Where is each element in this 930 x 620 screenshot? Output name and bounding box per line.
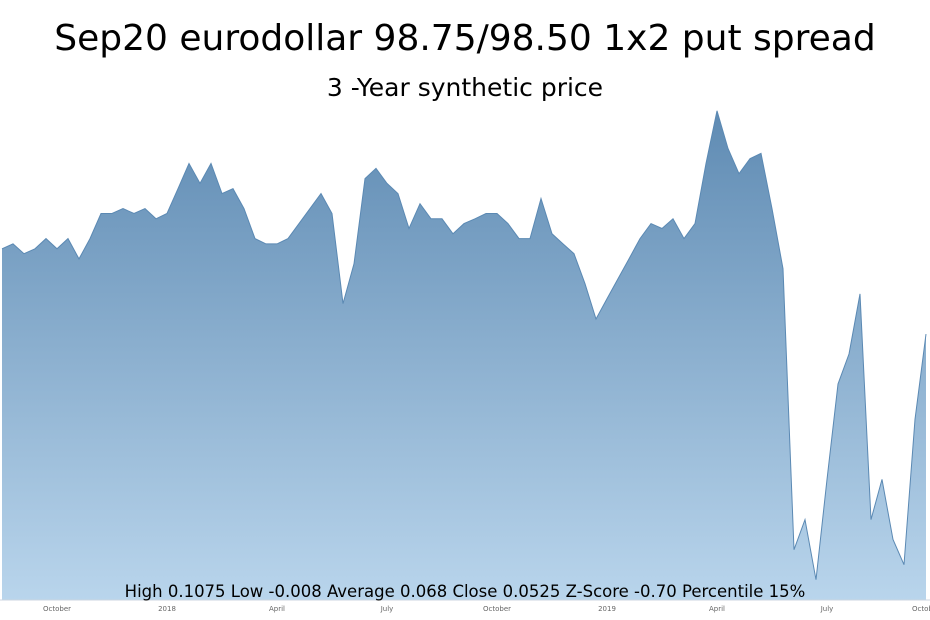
x-tick-label: October: [912, 605, 930, 613]
area-line: [1, 110, 927, 580]
x-tick-label: October: [483, 605, 511, 613]
stats-annotation: High 0.1075 Low -0.008 Average 0.068 Clo…: [125, 582, 806, 601]
x-tick-label: April: [709, 605, 725, 613]
area-fill: [2, 110, 926, 601]
x-tick-label: October: [43, 605, 71, 613]
chart-title: Sep20 eurodollar 98.75/98.50 1x2 put spr…: [54, 18, 875, 59]
x-tick-label: 2019: [598, 605, 616, 613]
chart-subtitle: 3 -Year synthetic price: [327, 73, 603, 102]
x-tick-label: July: [820, 605, 834, 613]
x-tick-label: 2018: [158, 605, 176, 613]
x-tick-label: July: [380, 605, 394, 613]
x-tick-label: April: [269, 605, 285, 613]
